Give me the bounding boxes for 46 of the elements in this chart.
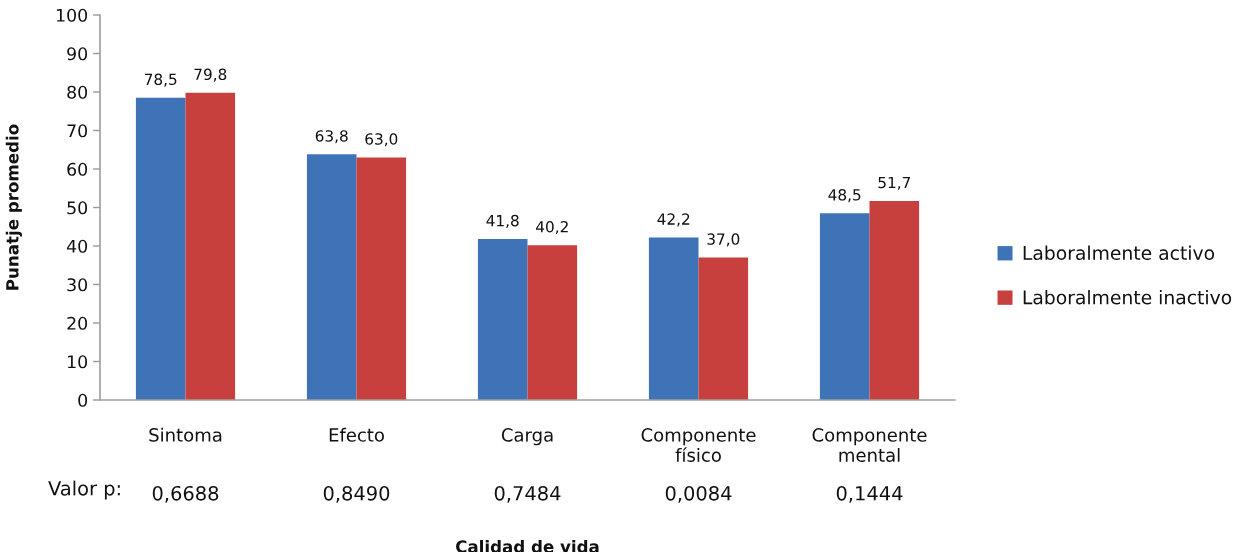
text: Valor p: xyxy=(48,480,120,500)
legend-label: Laboralmente activo xyxy=(1023,245,1215,261)
y-tick-label: 10 xyxy=(68,355,88,369)
y-tick-label: 100 xyxy=(56,8,88,22)
data-label: 42,2 xyxy=(657,213,690,227)
bar xyxy=(869,200,920,400)
data-label: 63,8 xyxy=(315,130,348,144)
data-label: 63,0 xyxy=(365,133,398,147)
y-tick-label: 0 xyxy=(78,393,88,407)
bar xyxy=(185,92,236,400)
x-tick-label: Efecto xyxy=(329,427,384,442)
y-tick-label: 40 xyxy=(66,239,88,253)
data-label: 48,5 xyxy=(828,189,861,203)
bar xyxy=(819,213,870,400)
legend-label: Laboralmente inactivo xyxy=(1023,289,1232,305)
y-tick-label: 90 xyxy=(67,47,88,61)
data-label: 78,5 xyxy=(144,73,177,87)
bar xyxy=(648,237,699,400)
text: 0,8490 xyxy=(323,485,390,503)
y-axis-title: Punatje promedio xyxy=(5,124,22,290)
x-tick-label: Sintoma xyxy=(149,427,222,442)
bar xyxy=(477,239,528,400)
text: 0,1444 xyxy=(836,485,903,503)
y-tick-label: 80 xyxy=(67,85,88,99)
x-tick-label: Carga xyxy=(501,428,553,446)
bar xyxy=(527,245,578,400)
bar xyxy=(306,154,357,400)
bar xyxy=(135,97,186,400)
x-axis-title: Calidad de vida xyxy=(456,540,599,552)
data-label: 79,8 xyxy=(194,68,227,82)
y-tick-label: 20 xyxy=(67,316,88,330)
y-tick-label: 30 xyxy=(67,278,88,292)
text: 0,7484 xyxy=(494,485,561,503)
data-label: 41,8 xyxy=(486,214,519,228)
data-label: 37,0 xyxy=(707,233,740,247)
data-label: 51,7 xyxy=(878,176,910,190)
bar xyxy=(698,257,749,400)
data-label: 40,2 xyxy=(536,220,568,235)
y-tick-label: 60 xyxy=(67,162,88,176)
text: 0,0084 xyxy=(665,485,732,503)
y-tick-label: 50 xyxy=(67,201,88,215)
y-tick-label: 70 xyxy=(67,124,88,138)
bar xyxy=(356,157,407,400)
x-tick-label: Componente físico xyxy=(641,428,756,462)
x-tick-label: Componente mental xyxy=(812,428,927,462)
text: 0,6688 xyxy=(152,485,219,503)
